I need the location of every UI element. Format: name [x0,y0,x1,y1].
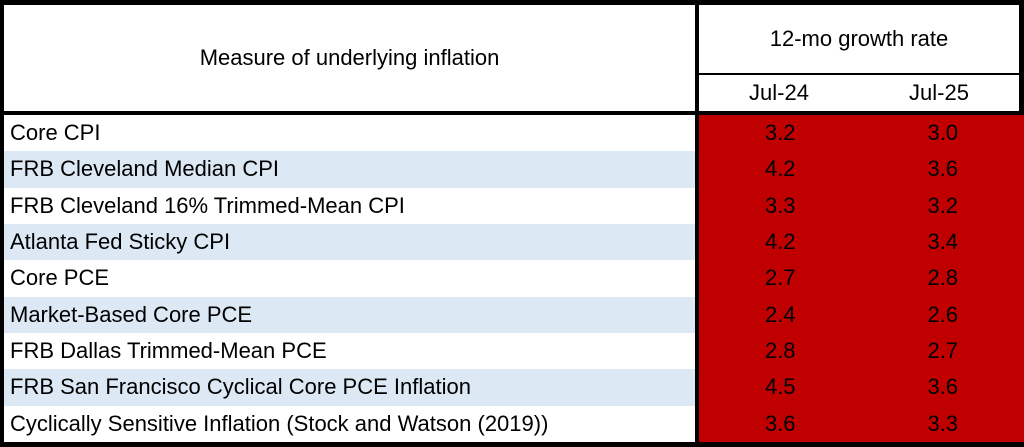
table-row: FRB Dallas Trimmed-Mean PCE 2.8 2.7 [4,332,1024,370]
growth-rate-header-section: 12-mo growth rate Jul-24 Jul-25 [699,5,1024,111]
row-value-jul-24: 4.2 [764,156,796,182]
row-value-jul-25: 3.3 [927,410,959,436]
row-label: Atlanta Fed Sticky CPI [4,223,699,261]
row-value-jul-24: 2.7 [764,265,796,291]
row-values: 4.2 3.4 [699,223,1024,261]
period-header-jul-25: Jul-25 [909,80,969,105]
row-value-jul-24: 3.3 [764,192,796,218]
row-values: 2.8 2.7 [699,332,1024,370]
row-value-jul-25: 3.0 [927,120,959,146]
row-value-jul-24: 4.2 [764,229,796,255]
table-row: Atlanta Fed Sticky CPI 4.2 3.4 [4,223,1024,261]
row-value-jul-25: 2.8 [927,265,959,291]
table-row: FRB Cleveland Median CPI 4.2 3.6 [4,151,1024,188]
row-value-jul-24: 3.6 [764,410,796,436]
row-label: FRB Cleveland Median CPI [4,151,699,188]
table-body: Core CPI 3.2 3.0 FRB Cleveland Median CP… [4,115,1024,442]
row-value-jul-25: 2.6 [927,301,959,327]
row-values: 4.5 3.6 [699,369,1024,406]
row-label: FRB Cleveland 16% Trimmed-Mean CPI [4,187,699,224]
row-value-jul-25: 2.7 [927,338,959,364]
group-header-12mo-growth-rate: 12-mo growth rate [699,5,1024,75]
row-value-jul-24: 2.4 [764,301,796,327]
table-header: Measure of underlying inflation 12-mo gr… [4,5,1024,115]
table-row: FRB Cleveland 16% Trimmed-Mean CPI 3.3 3… [4,187,1024,224]
row-values: 2.4 2.6 [699,296,1024,333]
row-label: FRB San Francisco Cyclical Core PCE Infl… [4,369,699,406]
row-value-jul-25: 3.6 [927,156,959,182]
row-values: 3.3 3.2 [699,187,1024,224]
row-value-jul-25: 3.2 [927,192,959,218]
row-values: 4.2 3.6 [699,151,1024,188]
table-row: Cyclically Sensitive Inflation (Stock an… [4,405,1024,442]
row-label: Core CPI [4,115,699,152]
row-value-jul-24: 4.5 [764,374,796,400]
row-value-jul-24: 2.8 [764,338,796,364]
row-values: 3.6 3.3 [699,405,1024,442]
row-value-jul-25: 3.6 [927,374,959,400]
row-label: Market-Based Core PCE [4,296,699,333]
table-row: Market-Based Core PCE 2.4 2.6 [4,296,1024,333]
table-row: FRB San Francisco Cyclical Core PCE Infl… [4,369,1024,406]
row-label: Cyclically Sensitive Inflation (Stock an… [4,405,699,442]
row-value-jul-25: 3.4 [927,229,959,255]
table-row: Core CPI 3.2 3.0 [4,115,1024,152]
measure-column-header: Measure of underlying inflation [4,5,699,111]
row-values: 3.2 3.0 [699,115,1024,152]
row-value-jul-24: 3.2 [764,120,796,146]
row-label: FRB Dallas Trimmed-Mean PCE [4,332,699,370]
row-label: Core PCE [4,260,699,297]
table-row: Core PCE 2.7 2.8 [4,260,1024,297]
period-header-row: Jul-24 Jul-25 [699,75,1024,111]
row-values: 2.7 2.8 [699,260,1024,297]
period-header-jul-24: Jul-24 [749,80,809,105]
